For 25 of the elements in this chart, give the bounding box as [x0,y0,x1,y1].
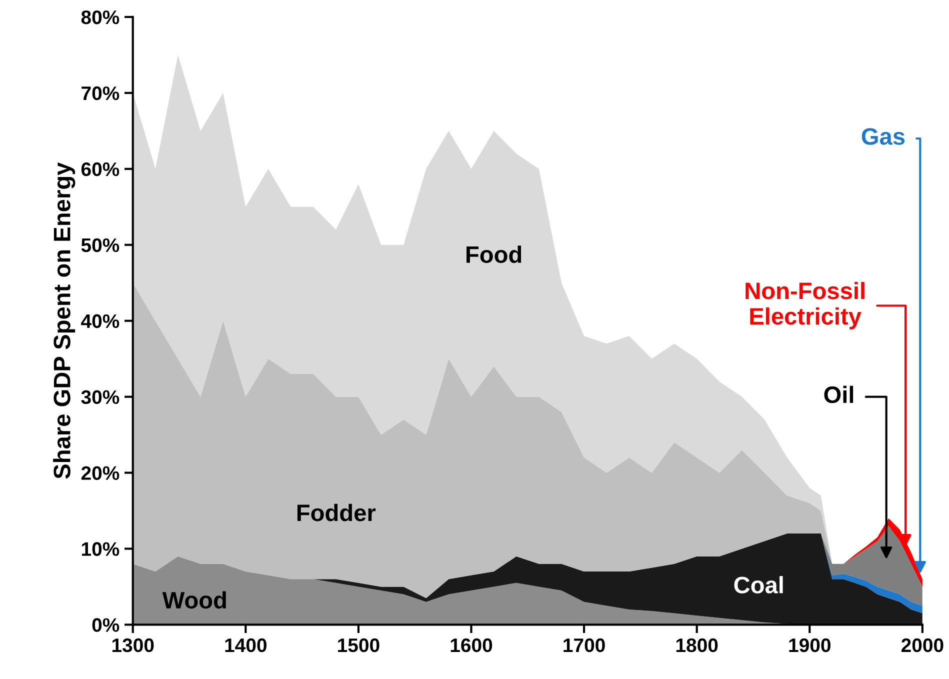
x-tick-label: 1300 [112,638,154,652]
y-tick-label: 60% [81,162,120,176]
y-tick-label: 0% [92,618,120,632]
x-tick-label: 1800 [676,638,718,652]
text: Non-Fossil Electricity [746,282,864,330]
series-label: Fodder [297,504,376,522]
y-tick-label: 40% [81,314,120,328]
series-label: Food [466,246,522,263]
x-tick-label: 1400 [225,638,266,652]
y-tick-label: 50% [81,238,120,252]
series-label: Coal [734,576,783,594]
y-tick-label: 30% [81,390,120,404]
y-tick-label: 80% [81,10,120,24]
x-tick-label: 1600 [450,638,492,652]
x-tick-label: 2000 [901,638,944,652]
x-tick-label: 1500 [338,638,380,652]
y-tick-label: 70% [82,86,120,100]
x-tick-label: 1700 [564,638,605,652]
y-tick-label: 10% [82,542,120,556]
y-tick-label: 20% [81,466,120,480]
y-axis-title: Share GDP Spent on Energy [53,162,76,479]
series-label: Wood [162,591,226,609]
text: Oil [824,386,854,404]
x-tick-label: 1900 [789,638,830,652]
text: Gas [862,128,905,145]
